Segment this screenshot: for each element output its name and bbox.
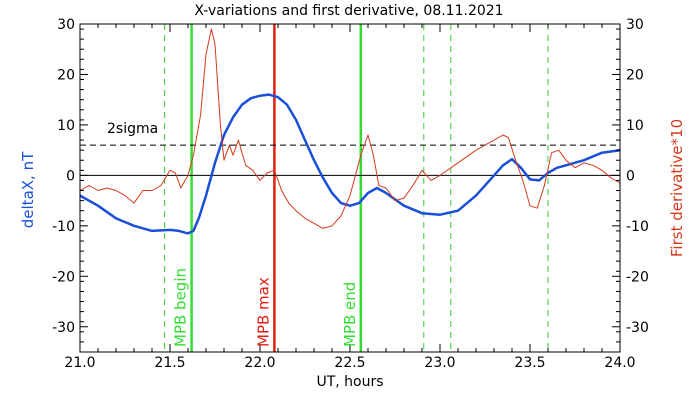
reference-lines — [80, 144, 620, 176]
tick-labels: 21.0 21.5 22.0 22.5 23.0 23.5 24.0 30 30 20 20 10 10… — [52, 17, 649, 371]
ticks — [79, 23, 621, 353]
y-right-tick-label-3: 0 — [626, 168, 635, 184]
x-tick-label-2: 22.0 — [244, 355, 275, 371]
series-line-derivative — [79, 28, 621, 229]
x-tick-label-6: 24.0 — [604, 355, 635, 371]
y-right-tick-label-0: 30 — [626, 17, 644, 33]
marker-labels: MPB begin MPB max MPB end — [172, 268, 359, 347]
y-axis-label-right: First derivative*10 — [668, 119, 686, 257]
plot-area — [80, 24, 620, 352]
series-line-deltaX — [79, 93, 621, 235]
y-right-tick-label-6: -30 — [626, 320, 649, 336]
x-axis-label: UT, hours — [316, 374, 383, 390]
marker-label-0: MPB begin — [172, 268, 190, 347]
threshold-label: 2sigma — [107, 121, 158, 137]
x-tick-label-5: 23.5 — [514, 355, 545, 371]
chart-title: X-variations and first derivative, 08.11… — [194, 3, 503, 19]
y-left-tick-label-0: 30 — [57, 17, 75, 33]
series-layer — [79, 28, 621, 235]
x-tick-label-0: 21.0 — [64, 355, 95, 371]
y-right-tick-label-5: -20 — [626, 269, 649, 285]
y-right-tick-label-2: 10 — [626, 118, 644, 134]
y-axis-label-left: deltaX, nT — [19, 151, 37, 228]
x-tick-label-4: 23.0 — [424, 355, 455, 371]
y-left-tick-label-6: -30 — [52, 320, 75, 336]
marker-label-2: MPB end — [341, 282, 359, 347]
x-tick-label-1: 21.5 — [154, 355, 185, 371]
y-left-tick-label-3: 0 — [66, 168, 75, 184]
marker-label-1: MPB max — [254, 277, 272, 347]
y-left-tick-label-2: 10 — [57, 118, 75, 134]
y-right-tick-label-4: -10 — [626, 219, 649, 235]
marker-lines — [164, 24, 549, 352]
y-left-tick-label-4: -10 — [52, 219, 75, 235]
y-left-tick-label-1: 20 — [57, 67, 75, 83]
y-right-tick-label-1: 20 — [626, 67, 644, 83]
y-left-tick-label-5: -20 — [52, 269, 75, 285]
x-tick-label-3: 22.5 — [334, 355, 365, 371]
